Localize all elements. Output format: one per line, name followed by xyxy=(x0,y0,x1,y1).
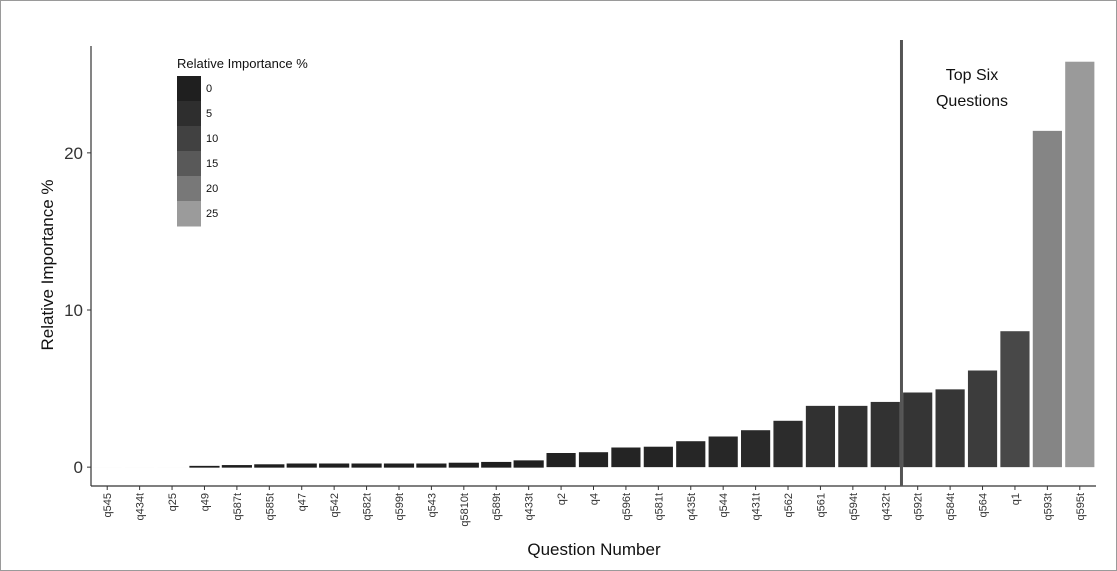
bar-q564 xyxy=(967,370,998,468)
legend-label: 15 xyxy=(206,158,218,170)
x-tick-label: q49 xyxy=(199,493,211,511)
legend-key xyxy=(177,126,201,152)
bar-q587t xyxy=(221,465,252,468)
bar-q594t xyxy=(838,405,868,468)
bar-q581t xyxy=(643,446,673,468)
bar-q2 xyxy=(546,453,576,468)
bar-q584t xyxy=(935,389,965,468)
bar-q431t xyxy=(741,430,771,468)
bar-q596t xyxy=(611,447,641,468)
x-tick-label: q585t xyxy=(264,493,276,521)
x-tick-label: q435t xyxy=(686,493,698,521)
y-tick-label: 20 xyxy=(64,144,83,163)
legend-key xyxy=(177,151,201,177)
x-tick-label: q5810t xyxy=(459,493,471,527)
y-ticks-group: 0 10 20 xyxy=(64,144,91,477)
x-tick-label: q592t xyxy=(913,493,925,521)
x-axis-title: Question Number xyxy=(527,540,661,559)
x-tick-label: q1 xyxy=(1010,493,1022,505)
bar-q49 xyxy=(189,465,220,468)
bar-q599t xyxy=(383,463,415,468)
x-tick-label: q543 xyxy=(426,493,438,517)
bar-q589t xyxy=(481,461,512,468)
x-tick-label: q545 xyxy=(102,493,114,517)
legend-key xyxy=(177,176,201,202)
x-tick-label: q544 xyxy=(718,493,730,517)
x-tick-label: q594t xyxy=(848,493,860,521)
y-tick-label: 0 xyxy=(74,458,83,477)
y-tick-label: 10 xyxy=(64,301,83,320)
bar-q595t xyxy=(1065,61,1095,468)
bar-q432t xyxy=(870,401,900,468)
legend-label: 5 xyxy=(206,108,212,120)
bar-q562 xyxy=(773,420,803,468)
bar-q1 xyxy=(1000,331,1030,468)
bar-q435t xyxy=(676,441,706,468)
x-tick-label: q593t xyxy=(1042,493,1054,521)
x-tick-label: q434t xyxy=(135,493,147,521)
x-tick-label: q561 xyxy=(815,493,827,517)
x-tick-label: q589t xyxy=(491,493,503,521)
x-tick-label: q432t xyxy=(880,493,892,521)
x-ticks-group: q545 q434t q25 q49 q587t q585t q47 q542 q582t q59… xyxy=(102,486,1087,527)
x-tick-label: q47 xyxy=(297,493,309,511)
legend-key xyxy=(177,76,201,102)
bars-group xyxy=(92,61,1095,468)
x-tick-label: q562 xyxy=(783,493,795,517)
bar-q543 xyxy=(416,463,447,468)
annotation-line-2: Questions xyxy=(936,93,1008,110)
bar-q585t xyxy=(254,464,285,468)
bar-q561 xyxy=(805,405,836,468)
x-tick-label: q25 xyxy=(167,493,179,511)
x-tick-label: q564 xyxy=(978,493,990,517)
bar-q544 xyxy=(708,436,738,468)
legend-label: 10 xyxy=(206,133,218,145)
bar-q582t xyxy=(351,463,382,468)
x-tick-label: q599t xyxy=(394,493,406,521)
y-axis-title: Relative Importance % xyxy=(38,179,57,350)
x-tick-label: q596t xyxy=(621,493,633,521)
legend-group: 0 5 10 15 20 25 xyxy=(177,76,218,227)
x-tick-label: q431t xyxy=(751,493,763,521)
bar-q5810t xyxy=(448,462,479,468)
bar-q47 xyxy=(286,463,317,468)
x-tick-label: q2 xyxy=(556,493,568,505)
legend-label: 20 xyxy=(206,183,218,195)
annotation-line-1: Top Six xyxy=(946,67,998,84)
legend-label: 25 xyxy=(206,208,218,220)
x-tick-label: q433t xyxy=(524,493,536,521)
bar-q593t xyxy=(1032,130,1062,468)
x-tick-label: q582t xyxy=(362,493,374,521)
x-tick-label: q542 xyxy=(329,493,341,517)
bar-q433t xyxy=(513,460,544,468)
x-tick-label: q584t xyxy=(945,493,957,521)
x-tick-label: q4 xyxy=(589,493,601,505)
bar-q542 xyxy=(319,463,350,468)
legend-key xyxy=(177,101,201,127)
x-tick-label: q595t xyxy=(1075,493,1087,521)
x-tick-label: q581t xyxy=(653,493,665,521)
legend-key xyxy=(177,201,201,227)
x-tick-label: q587t xyxy=(232,493,244,521)
legend-label: 0 xyxy=(206,83,212,95)
bar-q592t xyxy=(903,392,933,468)
legend-title: Relative Importance % xyxy=(177,56,308,71)
bar-q4 xyxy=(578,452,609,468)
